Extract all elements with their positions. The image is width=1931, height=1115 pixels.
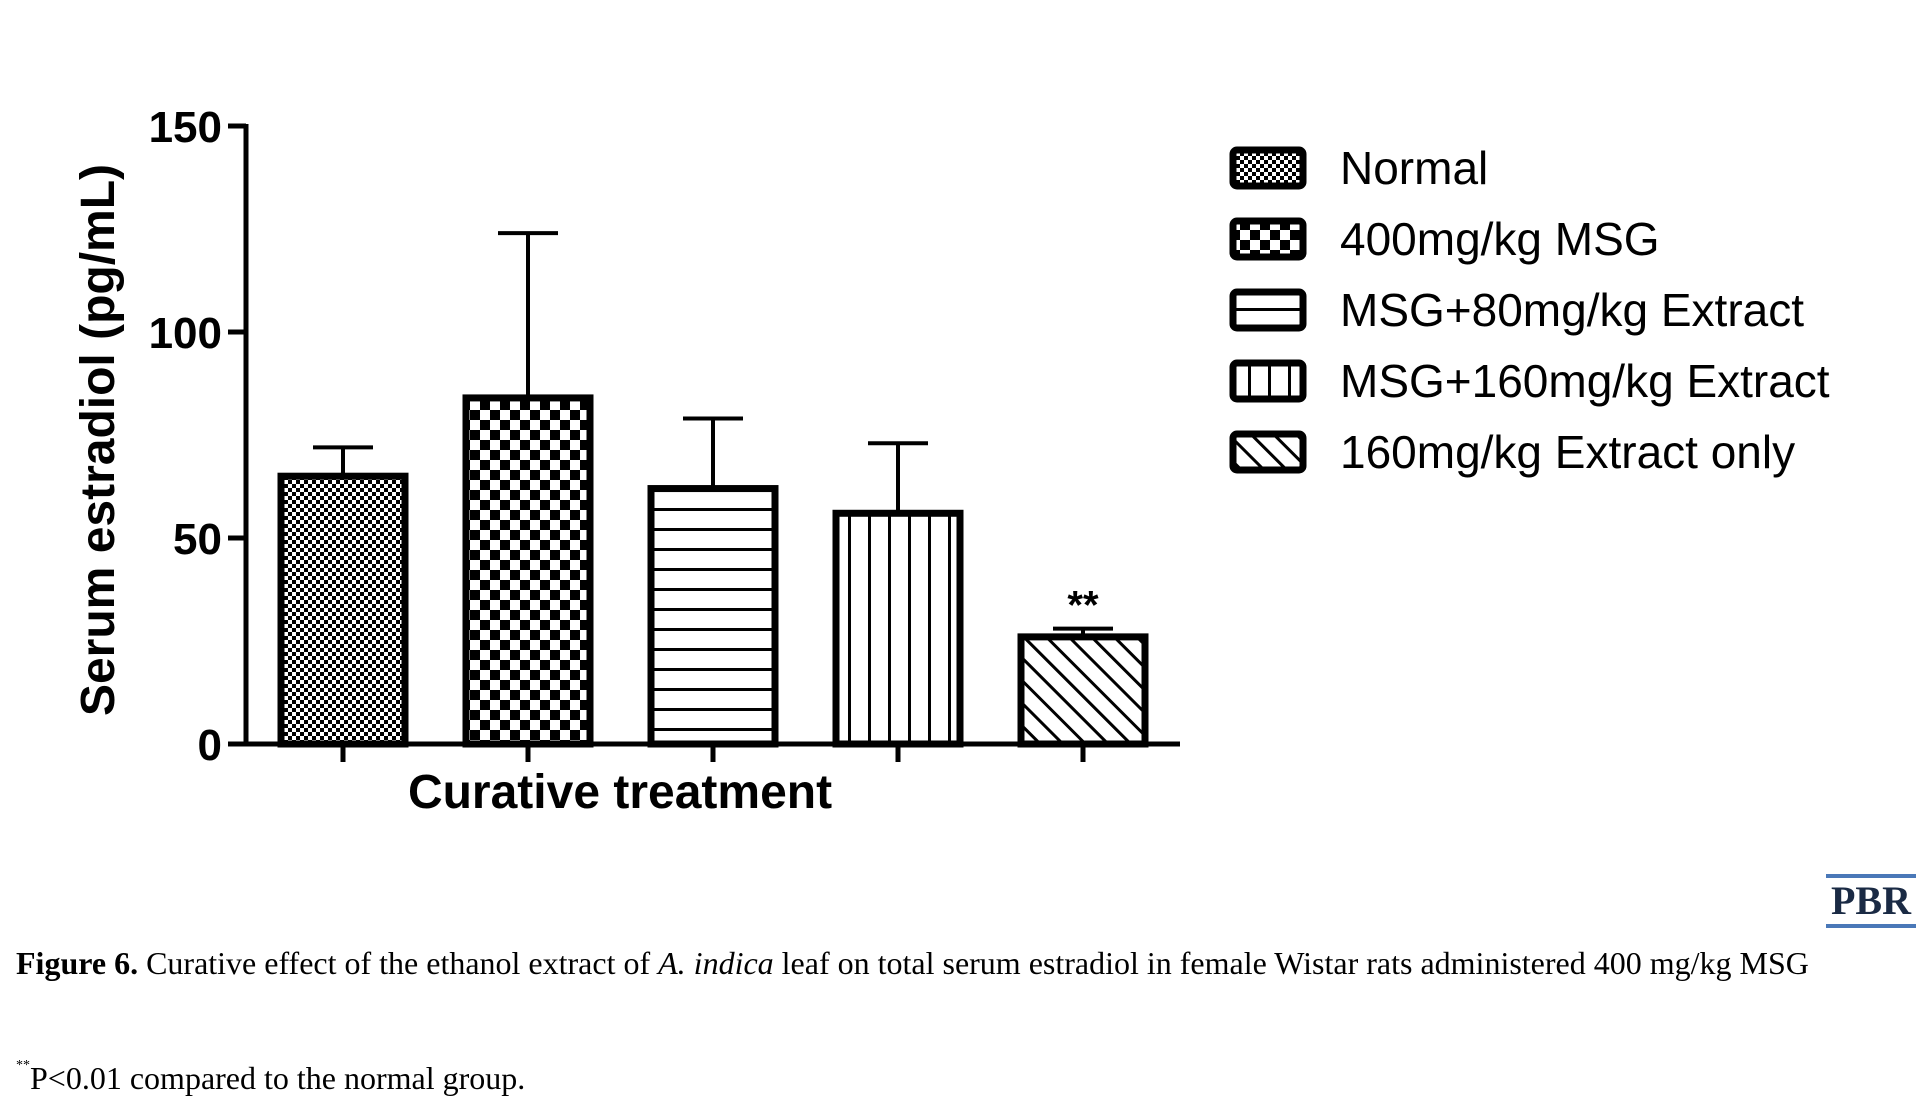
legend-label: Normal — [1340, 142, 1488, 194]
y-tick-label: 100 — [149, 309, 222, 358]
legend-item: 160mg/kg Extract only — [1229, 426, 1795, 478]
figure-caption-species: A. indica — [658, 945, 774, 981]
bar-group — [277, 445, 409, 748]
legend-item: Normal — [1229, 142, 1488, 194]
legend-item: 400mg/kg MSG — [1229, 213, 1660, 265]
x-axis-label: Curative treatment — [408, 766, 832, 819]
legend: Normal 400mg/kg MSG MSG+80mg/kg Extract MSG… — [1229, 142, 1830, 478]
y-tick-label: 150 — [149, 103, 222, 152]
bar — [832, 509, 964, 748]
bar — [462, 394, 594, 748]
legend-swatch — [1229, 217, 1307, 261]
legend-swatch — [1229, 288, 1307, 332]
legend-label: MSG+160mg/kg Extract — [1340, 355, 1830, 407]
bar-group — [832, 441, 964, 748]
bar-group: ** — [1017, 584, 1149, 748]
footnote-mark: ** — [16, 1058, 30, 1073]
legend-label: 400mg/kg MSG — [1340, 213, 1660, 265]
footnote-text: P<0.01 compared to the normal group. — [30, 1060, 526, 1096]
legend-swatch — [1229, 430, 1307, 474]
bar-group — [462, 231, 594, 748]
legend-item: MSG+80mg/kg Extract — [1229, 284, 1804, 336]
legend-item: MSG+160mg/kg Extract — [1229, 355, 1830, 407]
logo-rule-bottom — [1826, 924, 1916, 928]
figure-footnote: **P<0.01 compared to the normal group. — [16, 1044, 525, 1100]
bar — [647, 485, 779, 748]
figure-caption-text-after: leaf on total serum estradiol in female … — [773, 945, 1809, 981]
y-tick-label: 50 — [173, 515, 222, 564]
publisher-logo-text: PBR — [1831, 878, 1911, 923]
estradiol-bar-chart: 0 50 100 150 ** Normal 400mg/kg MSG MSG+80mg/… — [72, 103, 1830, 819]
bars-group: ** — [277, 231, 1149, 748]
legend-swatch — [1229, 359, 1307, 403]
y-tick-label: 0 — [198, 721, 222, 770]
publisher-logo: PBR — [1826, 874, 1916, 930]
figure-caption-label: Figure 6. — [16, 945, 139, 981]
bar — [277, 472, 409, 748]
bar-group — [647, 416, 779, 748]
bar — [1017, 633, 1149, 748]
y-axis-label: Serum estradiol (pg/mL) — [72, 164, 125, 716]
legend-label: MSG+80mg/kg Extract — [1340, 284, 1804, 336]
legend-swatch — [1229, 146, 1307, 190]
figure-caption: Figure 6. Curative effect of the ethanol… — [16, 940, 1916, 986]
significance-annotation: ** — [1067, 584, 1099, 628]
y-axis-ticks: 0 50 100 150 — [149, 103, 246, 770]
logo-rule-top — [1826, 874, 1916, 878]
legend-label: 160mg/kg Extract only — [1340, 426, 1795, 478]
figure-caption-text-before: Curative effect of the ethanol extract o… — [138, 945, 659, 981]
